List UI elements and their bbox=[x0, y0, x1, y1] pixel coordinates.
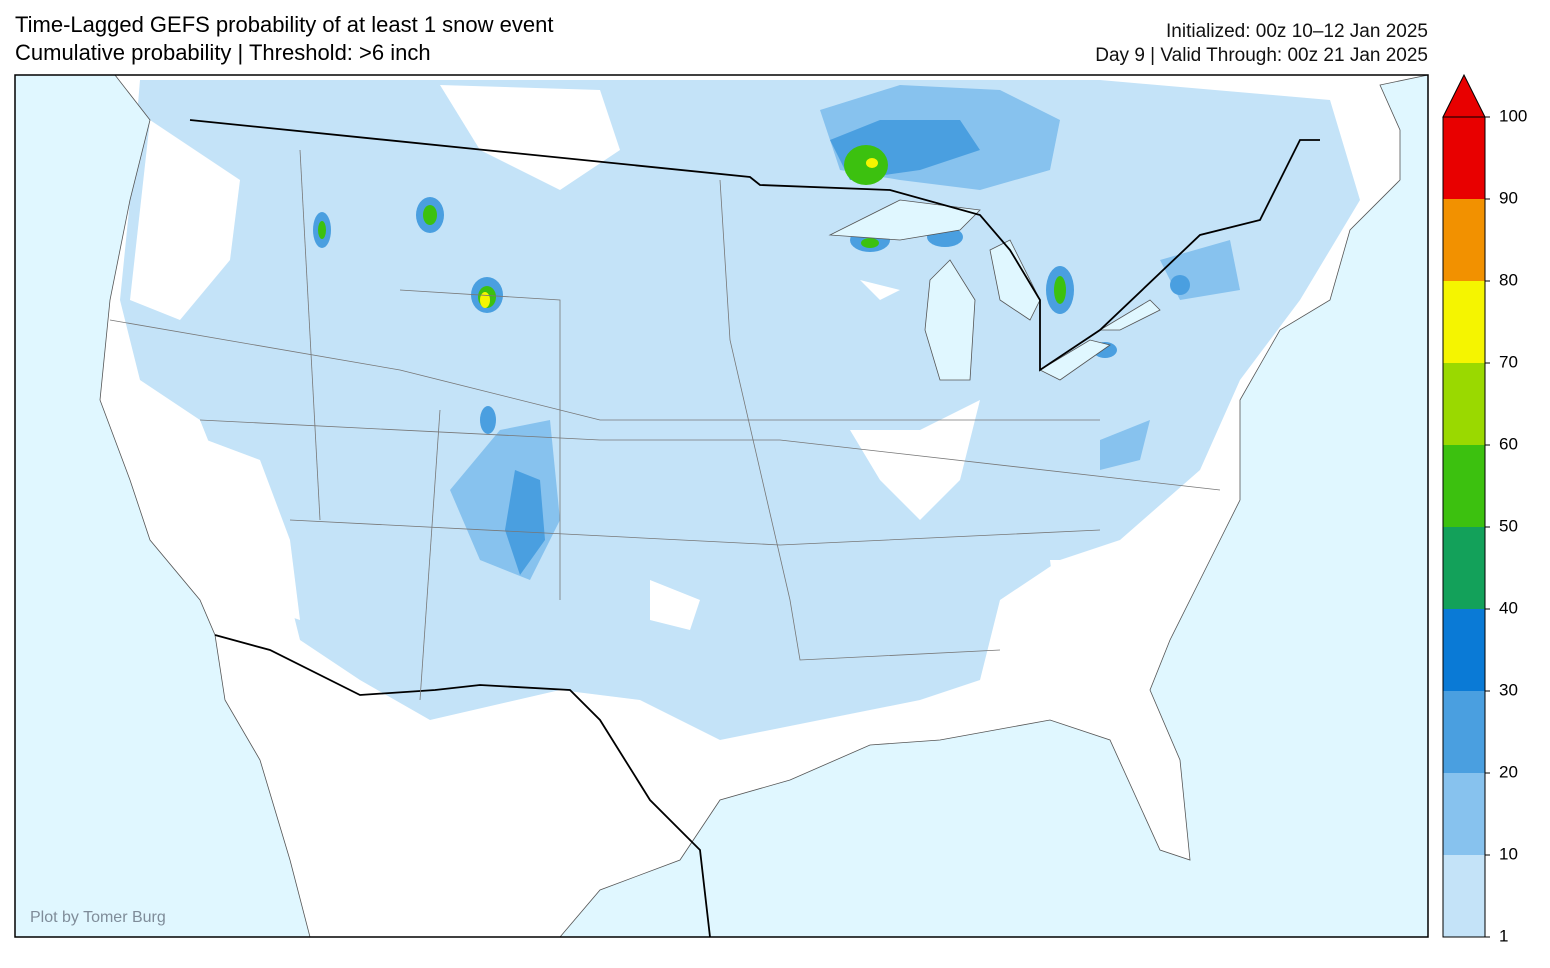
colorbar-label: 50 bbox=[1499, 516, 1518, 535]
colorbar-segment bbox=[1443, 855, 1485, 937]
colorbar-segment bbox=[1443, 527, 1485, 609]
colorbar-segment bbox=[1443, 609, 1485, 691]
shading-50 bbox=[318, 145, 1066, 308]
info-line: Day 9 | Valid Through: 00z 21 Jan 2025 bbox=[1095, 45, 1428, 66]
borders bbox=[189, 119, 1320, 937]
colorbar-segment bbox=[1443, 281, 1485, 363]
colorbar-label: 1 bbox=[1499, 926, 1508, 945]
shading-1 bbox=[120, 80, 1360, 740]
colorbar-label: 80 bbox=[1499, 270, 1518, 289]
title-line: Cumulative probability | Threshold: >6 i… bbox=[15, 40, 431, 65]
map-frame bbox=[14, 74, 1429, 938]
colorbar-label: 10 bbox=[1499, 844, 1518, 863]
colorbar-segment bbox=[1443, 199, 1485, 281]
colorbar-segment bbox=[1443, 363, 1485, 445]
state-lines bbox=[109, 149, 1221, 701]
colorbar-label: 90 bbox=[1499, 188, 1518, 207]
colorbar-label: 30 bbox=[1499, 680, 1518, 699]
colorbar-segment bbox=[1443, 117, 1485, 199]
colorbar-label: 40 bbox=[1499, 598, 1518, 617]
colorbar-label: 60 bbox=[1499, 434, 1518, 453]
colorbar-segment bbox=[1443, 691, 1485, 773]
info-line: Initialized: 00z 10–12 Jan 2025 bbox=[1166, 21, 1428, 42]
water bbox=[15, 75, 1428, 937]
title-line: Time-Lagged GEFS probability of at least… bbox=[15, 12, 553, 37]
colorbar-label: 70 bbox=[1499, 352, 1518, 371]
shading-70 bbox=[480, 158, 878, 308]
map bbox=[15, 75, 1428, 937]
colorbar: 1 10 20 30 40 50 60 70 80 90 100 bbox=[1442, 73, 1527, 945]
colorbar-segment bbox=[1443, 445, 1485, 527]
colorbar-label: 100 bbox=[1499, 106, 1527, 125]
colorbar-label: 20 bbox=[1499, 762, 1518, 781]
colorbar-segment bbox=[1443, 773, 1485, 855]
credit: Plot by Tomer Burg bbox=[30, 909, 166, 926]
clear-areas bbox=[130, 85, 1200, 680]
colorbar-extend bbox=[1442, 73, 1486, 118]
